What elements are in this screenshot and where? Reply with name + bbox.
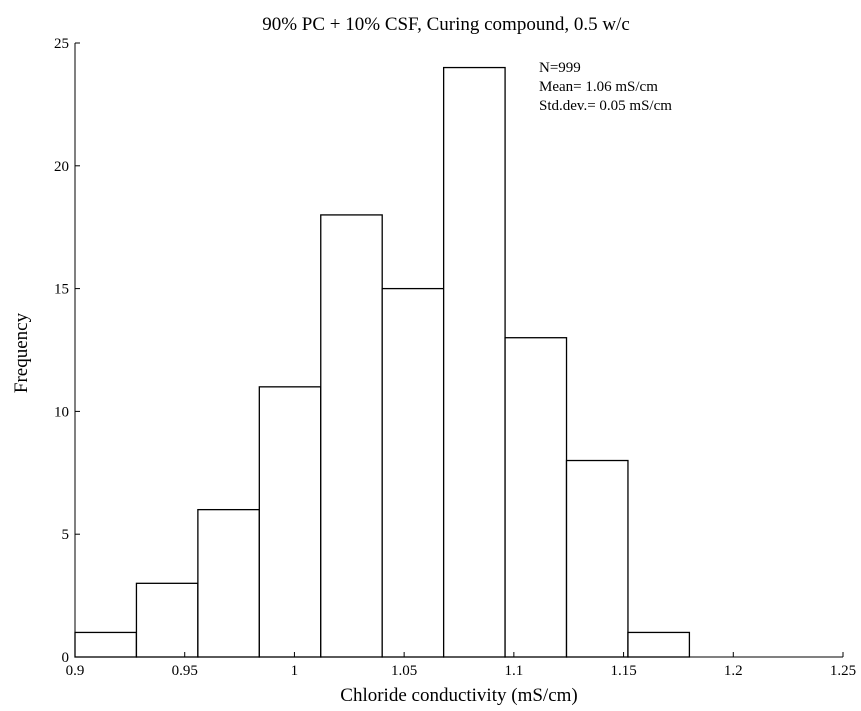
x-tick-label: 1.05	[391, 663, 417, 679]
histogram-bar-8	[504, 337, 568, 658]
x-tick-label: 1.25	[830, 663, 856, 679]
bars-group	[74, 66, 691, 658]
histogram-bar-10	[627, 631, 691, 658]
histogram-bar-5	[320, 214, 383, 658]
histogram-bar-2	[135, 582, 199, 658]
chart-title: 90% PC + 10% CSF, Curing compound, 0.5 w…	[262, 14, 630, 35]
histogram-bar-3	[197, 508, 260, 658]
y-axis-label: Frequency	[11, 312, 32, 393]
x-tick-label: 0.95	[172, 663, 198, 679]
histogram-bar-1	[74, 631, 138, 658]
histogram-bar-6	[381, 287, 445, 658]
x-tick-label: 1.2	[724, 663, 743, 679]
x-axis-label: Chloride conductivity (mS/cm)	[340, 685, 577, 706]
y-tick-label: 25	[54, 36, 69, 52]
x-tick-label: 1	[291, 663, 299, 679]
y-tick-label: 10	[54, 404, 69, 420]
histogram-bar-4	[258, 386, 322, 658]
x-tick-label: 1.1	[504, 663, 523, 679]
y-tick-label: 20	[54, 159, 69, 175]
y-tick-label: 0	[62, 650, 70, 666]
y-tick-label: 15	[54, 282, 69, 298]
axes-group: 0.9 0.95 1 1.05 1.1 1.15 1.2 1.25 0 5 10 15 20 25	[54, 36, 856, 679]
x-tick-label: 0.9	[66, 663, 85, 679]
stats-line-3: Std.dev.= 0.05 mS/cm	[539, 98, 672, 114]
histogram-bar-7	[442, 66, 506, 658]
histogram-bar-9	[565, 459, 629, 658]
stats-annotation: N=999 Mean= 1.06 mS/cm Std.dev.= 0.05 mS/c…	[539, 60, 672, 114]
y-tick-label: 5	[62, 527, 70, 543]
stats-line-2: Mean= 1.06 mS/cm	[539, 79, 658, 95]
x-tick-label: 1.15	[610, 663, 636, 679]
stats-line-1: N=999	[539, 60, 581, 76]
